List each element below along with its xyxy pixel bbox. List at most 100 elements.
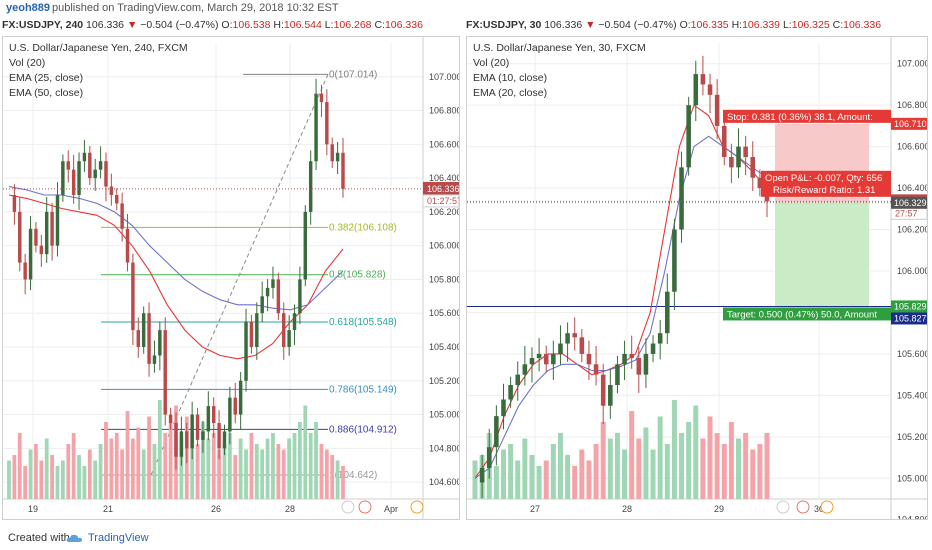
volume-bar [679, 433, 685, 499]
y-tick-label: 105.000 [429, 410, 459, 420]
volume-bar [34, 444, 38, 499]
volume-bar [50, 455, 54, 499]
volume-bar [550, 444, 556, 499]
volume-bar [217, 449, 221, 499]
candle-body [88, 152, 92, 179]
change-value: −0.504 (−0.47%) [598, 19, 677, 31]
y-tick-label: 106.000 [429, 241, 459, 251]
plot-area-30[interactable]: U.S. Dollar/Japanese Yen, 30, FXCM Vol (… [466, 36, 928, 520]
candle-body [260, 296, 264, 314]
candle-body [82, 152, 87, 162]
event-icon [358, 500, 372, 514]
volume-bar [529, 455, 535, 499]
candle-body [479, 467, 485, 483]
c-label: C: [832, 19, 844, 31]
y-tick-label: 104.800 [429, 443, 459, 453]
low-value: 106.268 [333, 19, 372, 31]
volume-bar [319, 444, 324, 499]
y-tick-label: 106.600 [429, 139, 459, 149]
candle-body [721, 125, 727, 157]
volume-bar [265, 438, 270, 499]
candle-body [168, 414, 173, 423]
ema-fast-line [474, 104, 768, 479]
volume-bar [743, 433, 749, 499]
candle-body [672, 229, 677, 292]
candle-body [679, 167, 684, 230]
indicator-vol[interactable]: Vol (20) [473, 57, 510, 69]
candle-body [276, 279, 281, 314]
volume-bar [543, 460, 549, 499]
ema-slow-line [8, 186, 344, 311]
indicator-ema-slow[interactable]: EMA (20, close) [473, 87, 548, 99]
fib-level-label: 0.886(104.912) [329, 424, 397, 435]
volume-bar [244, 449, 248, 499]
y-tick-label: 106.000 [897, 266, 927, 276]
candle-body [707, 84, 713, 95]
volume-bar [728, 422, 734, 499]
close-value: 106.336 [384, 19, 423, 31]
candle-body [249, 321, 254, 347]
volume-bar [55, 466, 60, 499]
candle-body [643, 353, 649, 375]
volume-bar [152, 444, 157, 499]
target-label: Target: 0.500 (0.47%) 50.0, Amount [727, 309, 877, 320]
volume-bar [314, 422, 318, 499]
candle-body [586, 353, 592, 365]
candle-body [61, 161, 65, 195]
volume-bar [201, 422, 205, 499]
x-tick-label: Apr [384, 504, 398, 514]
volume-bar [44, 438, 49, 499]
flag-icon [776, 500, 790, 514]
high-value: 106.544 [283, 19, 322, 31]
target-price-label: 105.829 [894, 301, 927, 311]
y-tick-label: 105.600 [429, 308, 459, 318]
high-value: 106.339 [742, 19, 781, 31]
candle-body [335, 152, 340, 162]
top-bar: yeoh889 published on TradingView.com, Ma… [0, 0, 932, 16]
candle-body [593, 364, 599, 375]
candle-body [736, 146, 741, 168]
x-tick-label: 19 [28, 504, 38, 514]
volume-bar [657, 416, 663, 499]
stop-price-bg [891, 117, 927, 130]
fib-level-label: 0.618(105.548) [329, 317, 397, 328]
candle-body [50, 211, 54, 246]
tradingview-link[interactable]: TradingView [88, 532, 149, 544]
volume-bar [87, 449, 92, 499]
volume-bar [292, 433, 297, 499]
countdown-bg [422, 194, 459, 208]
published-text: published on TradingView.com, March 29, … [52, 2, 339, 14]
y-tick-label: 107.000 [429, 72, 459, 82]
plot-area-240[interactable]: U.S. Dollar/Japanese Yen, 240, FXCM Vol … [2, 36, 460, 520]
y-tick-label: 106.200 [897, 225, 927, 235]
candle-body [319, 93, 324, 103]
last-price: 106.336 [86, 19, 125, 31]
chart-panel-30: FX:USDJPY, 30 106.336 ▼ −0.504 (−0.47%) … [466, 18, 928, 520]
level-price-bg [891, 312, 927, 325]
username-link[interactable]: yeoh889 [6, 2, 51, 14]
l-label: L: [324, 19, 334, 31]
candle-body [494, 416, 499, 448]
candle-body [686, 105, 691, 168]
indicator-ema-fast[interactable]: EMA (25, close) [9, 72, 84, 84]
candle-body [131, 262, 135, 331]
candle-body [501, 399, 506, 417]
candle-body [558, 343, 563, 354]
entry-price-bg [891, 196, 927, 209]
indicator-vol[interactable]: Vol (20) [9, 57, 46, 69]
candle-body [330, 144, 334, 162]
indicator-ema-slow[interactable]: EMA (50, close) [9, 87, 84, 99]
volume-bar [114, 433, 119, 499]
y-tick-label: 106.200 [429, 207, 459, 217]
indicator-ema-fast[interactable]: EMA (10, close) [473, 72, 548, 84]
volume-bar [163, 433, 168, 499]
symbol-label: FX:USDJPY, 30 [466, 19, 542, 31]
y-tick-label: 105.600 [897, 349, 927, 359]
volume-bar [629, 411, 635, 499]
volume-bar [614, 433, 620, 499]
candle-body [238, 380, 243, 415]
event-icon [820, 500, 834, 514]
stop-label: Stop: 0.381 (0.36%) 38.1, Amount: [727, 112, 873, 123]
target-label-bg [723, 307, 891, 321]
candle-body [120, 203, 124, 229]
